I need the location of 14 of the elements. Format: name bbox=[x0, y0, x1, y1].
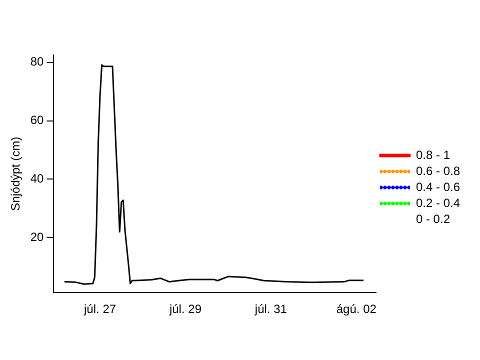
x-tick-label: júl. 29 bbox=[168, 302, 202, 316]
legend-label: 0.2 - 0.4 bbox=[416, 196, 460, 210]
y-tick-label: 20 bbox=[30, 230, 44, 244]
y-tick-label: 40 bbox=[30, 172, 44, 186]
legend-label: 0.6 - 0.8 bbox=[416, 164, 460, 178]
legend-label: 0.8 - 1 bbox=[416, 148, 450, 162]
text: 0 - 0.2 bbox=[416, 212, 450, 226]
y-tick-label: 80 bbox=[30, 54, 44, 69]
x-tick-label: júl. 27 bbox=[83, 302, 116, 316]
y-axis-title: Snjódýpt (cm) bbox=[8, 136, 23, 211]
x-tick-label: júl. 31 bbox=[254, 302, 288, 316]
legend-label: 0.4 - 0.6 bbox=[416, 180, 460, 194]
x-tick-label: ágú. 02 bbox=[336, 302, 377, 316]
y-tick-label: 60 bbox=[30, 113, 44, 128]
